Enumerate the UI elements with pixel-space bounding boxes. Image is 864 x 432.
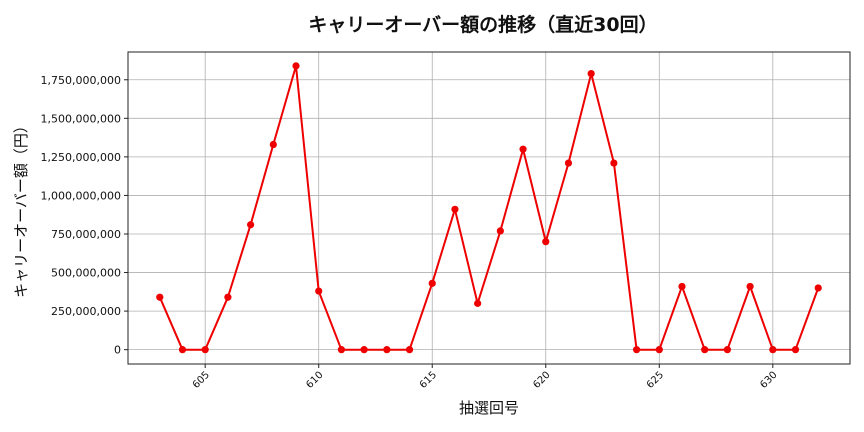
data-point [814, 284, 822, 292]
plot-frame [127, 51, 851, 365]
y-axis-ticks: 0 250,000,000 500,000,000 750,000,000 1,000,… [41, 74, 128, 357]
data-point [701, 346, 709, 354]
data-point [542, 238, 550, 246]
series-line [158, 64, 820, 351]
data-point [337, 346, 346, 354]
data-point [224, 293, 232, 301]
y-tick-label: 250,000,000 [51, 305, 121, 318]
data-point [315, 287, 323, 295]
data-point [678, 282, 686, 291]
data-point [746, 282, 754, 291]
data-point [723, 346, 731, 354]
data-point [519, 145, 527, 153]
data-point [451, 205, 459, 213]
data-point [428, 279, 436, 287]
data-point [292, 62, 300, 70]
data-point [201, 346, 209, 354]
data-point [587, 69, 595, 78]
y-tick-label: 1,250,000,000 [41, 151, 121, 164]
data-point [178, 346, 187, 354]
y-tick-label: 750,000,000 [51, 228, 121, 241]
data-point [156, 293, 164, 301]
y-tick-label: 1,500,000,000 [41, 112, 121, 125]
x-tick-label: 630 [758, 370, 779, 391]
y-axis-label: キャリーオーバー額（円） [12, 118, 30, 298]
y-tick-label: 500,000,000 [51, 267, 121, 280]
data-point [496, 227, 504, 235]
chart-title: キャリーオーバー額の推移（直近30回） [308, 13, 657, 36]
series-layer [156, 62, 822, 354]
x-tick-label: 615 [418, 370, 439, 391]
x-tick-label: 620 [531, 370, 552, 391]
data-point [247, 221, 255, 229]
data-point [791, 346, 800, 354]
x-tick-label: 625 [645, 370, 666, 391]
x-axis-ticks: 605 610 615 620 625 630 [191, 364, 780, 391]
data-point [269, 140, 277, 149]
data-point [474, 299, 482, 307]
x-tick-label: 605 [191, 370, 212, 391]
data-point [632, 346, 641, 354]
data-point [655, 346, 663, 354]
x-tick-label: 610 [304, 370, 325, 391]
y-tick-label: 1,750,000,000 [41, 74, 121, 87]
data-point [610, 159, 618, 167]
grid [128, 52, 850, 364]
data-point [769, 346, 777, 354]
data-point [564, 159, 573, 167]
data-point [360, 346, 368, 354]
data-point [383, 346, 391, 354]
y-tick-label: 0 [114, 344, 121, 357]
y-tick-label: 1,000,000,000 [41, 189, 121, 202]
data-point [405, 346, 414, 354]
x-axis-label: 抽選回号 [459, 399, 519, 417]
